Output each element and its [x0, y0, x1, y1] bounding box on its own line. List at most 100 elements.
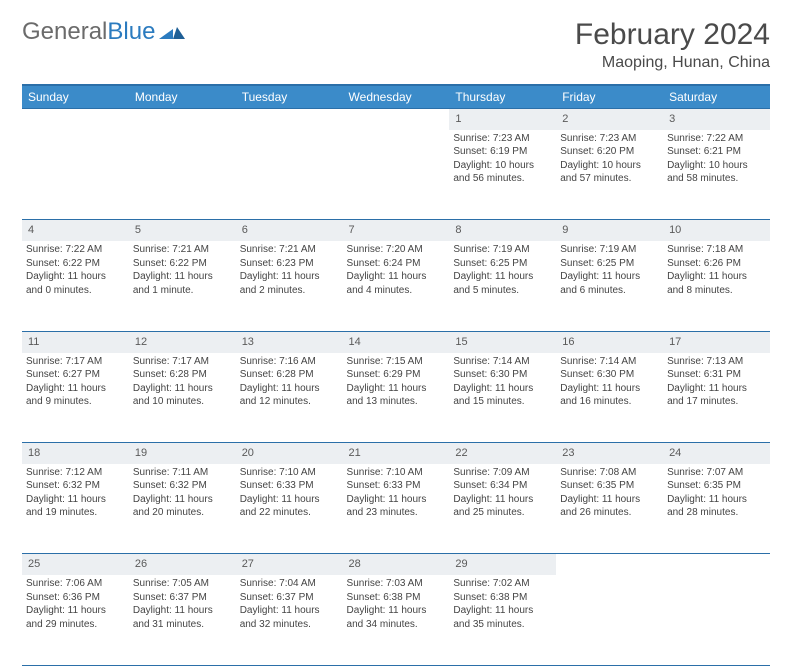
day-detail-cell: Sunrise: 7:03 AMSunset: 6:38 PMDaylight:… [343, 575, 450, 665]
day-detail-line: Sunrise: 7:21 AM [240, 243, 339, 257]
day-detail-line: Sunrise: 7:02 AM [453, 577, 552, 591]
day-detail-line: Sunset: 6:35 PM [667, 479, 766, 493]
day-detail-cell: Sunrise: 7:21 AMSunset: 6:23 PMDaylight:… [236, 241, 343, 331]
day-detail-line: Daylight: 11 hours [26, 270, 125, 284]
day-detail-line: Sunset: 6:33 PM [240, 479, 339, 493]
detail-row: Sunrise: 7:23 AMSunset: 6:19 PMDaylight:… [22, 130, 770, 220]
day-number-cell: 6 [236, 220, 343, 241]
day-detail-line: Daylight: 10 hours [453, 159, 552, 173]
day-detail-cell: Sunrise: 7:15 AMSunset: 6:29 PMDaylight:… [343, 353, 450, 443]
daynum-row: 11121314151617 [22, 331, 770, 352]
day-detail-cell: Sunrise: 7:18 AMSunset: 6:26 PMDaylight:… [663, 241, 770, 331]
day-detail-cell: Sunrise: 7:12 AMSunset: 6:32 PMDaylight:… [22, 464, 129, 554]
day-number-cell [663, 554, 770, 575]
day-detail-cell: Sunrise: 7:21 AMSunset: 6:22 PMDaylight:… [129, 241, 236, 331]
day-detail-line: Daylight: 11 hours [26, 604, 125, 618]
detail-row: Sunrise: 7:22 AMSunset: 6:22 PMDaylight:… [22, 241, 770, 331]
day-detail-line: and 35 minutes. [453, 618, 552, 632]
day-detail-line: Sunset: 6:38 PM [347, 591, 446, 605]
day-detail-line: Daylight: 11 hours [560, 270, 659, 284]
day-number-cell [343, 109, 450, 130]
day-detail-line: Sunrise: 7:14 AM [453, 355, 552, 369]
day-detail-cell: Sunrise: 7:10 AMSunset: 6:33 PMDaylight:… [236, 464, 343, 554]
day-detail-line: and 29 minutes. [26, 618, 125, 632]
day-detail-cell: Sunrise: 7:11 AMSunset: 6:32 PMDaylight:… [129, 464, 236, 554]
day-detail-line: Daylight: 11 hours [26, 493, 125, 507]
day-detail-cell: Sunrise: 7:05 AMSunset: 6:37 PMDaylight:… [129, 575, 236, 665]
day-detail-cell: Sunrise: 7:13 AMSunset: 6:31 PMDaylight:… [663, 353, 770, 443]
day-detail-cell [22, 130, 129, 220]
day-detail-line: Sunrise: 7:22 AM [26, 243, 125, 257]
day-detail-line: Daylight: 11 hours [347, 493, 446, 507]
logo-text-blue: Blue [107, 18, 155, 46]
day-detail-line: and 16 minutes. [560, 395, 659, 409]
day-detail-line: and 19 minutes. [26, 506, 125, 520]
day-detail-line: and 9 minutes. [26, 395, 125, 409]
day-detail-line: Daylight: 11 hours [240, 604, 339, 618]
day-number-cell: 25 [22, 554, 129, 575]
day-detail-line: Sunrise: 7:18 AM [667, 243, 766, 257]
day-number-cell: 21 [343, 443, 450, 464]
detail-row: Sunrise: 7:12 AMSunset: 6:32 PMDaylight:… [22, 464, 770, 554]
day-number-cell: 29 [449, 554, 556, 575]
day-detail-line: and 57 minutes. [560, 172, 659, 186]
logo: GeneralBlue [22, 18, 185, 46]
day-detail-cell [663, 575, 770, 665]
day-number-cell: 8 [449, 220, 556, 241]
day-detail-line: Sunset: 6:37 PM [240, 591, 339, 605]
day-detail-line: Sunset: 6:25 PM [560, 257, 659, 271]
day-detail-cell: Sunrise: 7:10 AMSunset: 6:33 PMDaylight:… [343, 464, 450, 554]
day-detail-line: and 25 minutes. [453, 506, 552, 520]
day-number-cell: 11 [22, 331, 129, 352]
day-detail-line: and 58 minutes. [667, 172, 766, 186]
day-detail-cell: Sunrise: 7:22 AMSunset: 6:21 PMDaylight:… [663, 130, 770, 220]
day-number-cell [556, 554, 663, 575]
day-detail-line: Sunset: 6:24 PM [347, 257, 446, 271]
day-detail-line: Sunrise: 7:11 AM [133, 466, 232, 480]
day-detail-cell: Sunrise: 7:14 AMSunset: 6:30 PMDaylight:… [556, 353, 663, 443]
day-detail-line: Sunrise: 7:06 AM [26, 577, 125, 591]
day-detail-line: and 6 minutes. [560, 284, 659, 298]
day-detail-line: Daylight: 11 hours [347, 270, 446, 284]
day-detail-line: and 8 minutes. [667, 284, 766, 298]
day-detail-line: Sunset: 6:21 PM [667, 145, 766, 159]
detail-row: Sunrise: 7:17 AMSunset: 6:27 PMDaylight:… [22, 353, 770, 443]
day-detail-line: Sunset: 6:38 PM [453, 591, 552, 605]
day-detail-cell: Sunrise: 7:22 AMSunset: 6:22 PMDaylight:… [22, 241, 129, 331]
day-detail-line: Sunrise: 7:13 AM [667, 355, 766, 369]
day-detail-line: and 13 minutes. [347, 395, 446, 409]
weekday-header: Tuesday [236, 85, 343, 109]
day-detail-cell: Sunrise: 7:14 AMSunset: 6:30 PMDaylight:… [449, 353, 556, 443]
day-detail-line: and 31 minutes. [133, 618, 232, 632]
day-number-cell: 10 [663, 220, 770, 241]
day-number-cell: 18 [22, 443, 129, 464]
day-number-cell: 14 [343, 331, 450, 352]
day-detail-cell: Sunrise: 7:20 AMSunset: 6:24 PMDaylight:… [343, 241, 450, 331]
day-detail-line: Sunrise: 7:05 AM [133, 577, 232, 591]
daynum-row: 18192021222324 [22, 443, 770, 464]
day-detail-line: Sunset: 6:35 PM [560, 479, 659, 493]
day-number-cell [236, 109, 343, 130]
day-detail-line: Daylight: 11 hours [667, 382, 766, 396]
day-detail-cell [129, 130, 236, 220]
day-number-cell: 3 [663, 109, 770, 130]
day-detail-cell: Sunrise: 7:07 AMSunset: 6:35 PMDaylight:… [663, 464, 770, 554]
day-detail-cell: Sunrise: 7:02 AMSunset: 6:38 PMDaylight:… [449, 575, 556, 665]
day-detail-line: Sunrise: 7:21 AM [133, 243, 232, 257]
day-detail-line: Sunset: 6:32 PM [26, 479, 125, 493]
day-detail-line: Sunset: 6:27 PM [26, 368, 125, 382]
day-detail-line: Sunset: 6:26 PM [667, 257, 766, 271]
header: GeneralBlue February 2024 Maoping, Hunan… [22, 18, 770, 72]
month-title: February 2024 [575, 18, 770, 52]
daynum-row: 45678910 [22, 220, 770, 241]
detail-row: Sunrise: 7:06 AMSunset: 6:36 PMDaylight:… [22, 575, 770, 665]
day-number-cell: 23 [556, 443, 663, 464]
day-number-cell [22, 109, 129, 130]
day-detail-line: Sunset: 6:20 PM [560, 145, 659, 159]
day-detail-line: Daylight: 11 hours [453, 493, 552, 507]
day-detail-line: Sunrise: 7:08 AM [560, 466, 659, 480]
day-detail-line: Daylight: 11 hours [667, 270, 766, 284]
day-number-cell: 19 [129, 443, 236, 464]
day-detail-line: Sunset: 6:32 PM [133, 479, 232, 493]
day-number-cell: 24 [663, 443, 770, 464]
